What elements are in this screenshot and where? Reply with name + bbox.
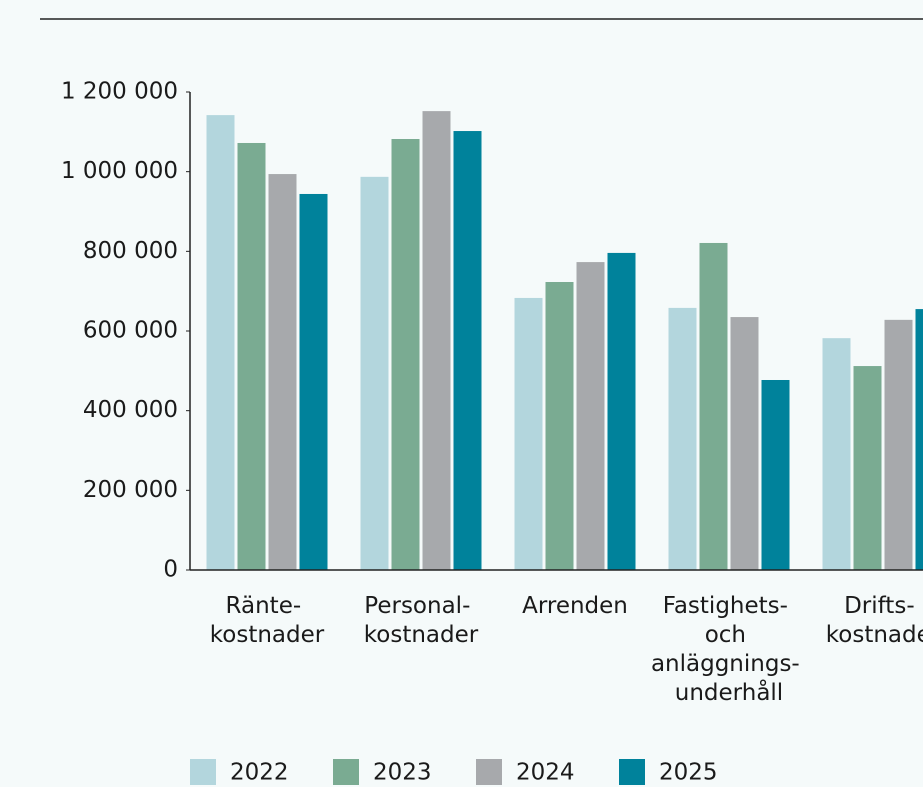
legend-swatch [619, 759, 645, 785]
legend-swatch [476, 759, 502, 785]
bar [853, 366, 882, 570]
legend-label: 2022 [230, 760, 289, 786]
bar [699, 242, 728, 571]
bar [730, 317, 759, 570]
y-tick-label: 200 000 [83, 477, 178, 503]
bar [206, 115, 235, 570]
legend-label: 2023 [373, 760, 432, 786]
x-tick-label: Arrenden [522, 593, 628, 619]
y-tick-label: 400 000 [83, 397, 178, 423]
y-tick-label: 1 200 000 [61, 79, 178, 105]
legend-swatch [333, 759, 359, 785]
x-tick-label: Ränte- kostnader [210, 593, 325, 648]
bar [822, 338, 851, 570]
bar [422, 111, 451, 571]
x-tick-label: Personal- kostnader [364, 593, 479, 648]
bar [268, 174, 297, 570]
legend-label: 2024 [516, 760, 575, 786]
bar [915, 309, 923, 570]
bar [514, 297, 543, 570]
bar [360, 176, 389, 570]
legend-label: 2025 [659, 760, 718, 786]
bar [668, 307, 697, 570]
bar [607, 252, 636, 570]
x-tick-label: Drifts- kostnader [826, 593, 923, 648]
legend-swatch [190, 759, 216, 785]
y-tick-label: 800 000 [83, 238, 178, 264]
bar [576, 262, 605, 570]
bar [884, 319, 913, 570]
bar [237, 142, 266, 570]
bar [761, 379, 790, 570]
bar [453, 131, 482, 570]
x-tick-label: Fastighets- och anläggnings- underhåll [651, 593, 807, 706]
bar [391, 139, 420, 570]
bar [545, 282, 574, 570]
y-tick-label: 0 [163, 557, 178, 583]
y-tick-label: 600 000 [83, 318, 178, 344]
bar [299, 193, 328, 570]
y-tick-label: 1 000 000 [61, 158, 178, 184]
